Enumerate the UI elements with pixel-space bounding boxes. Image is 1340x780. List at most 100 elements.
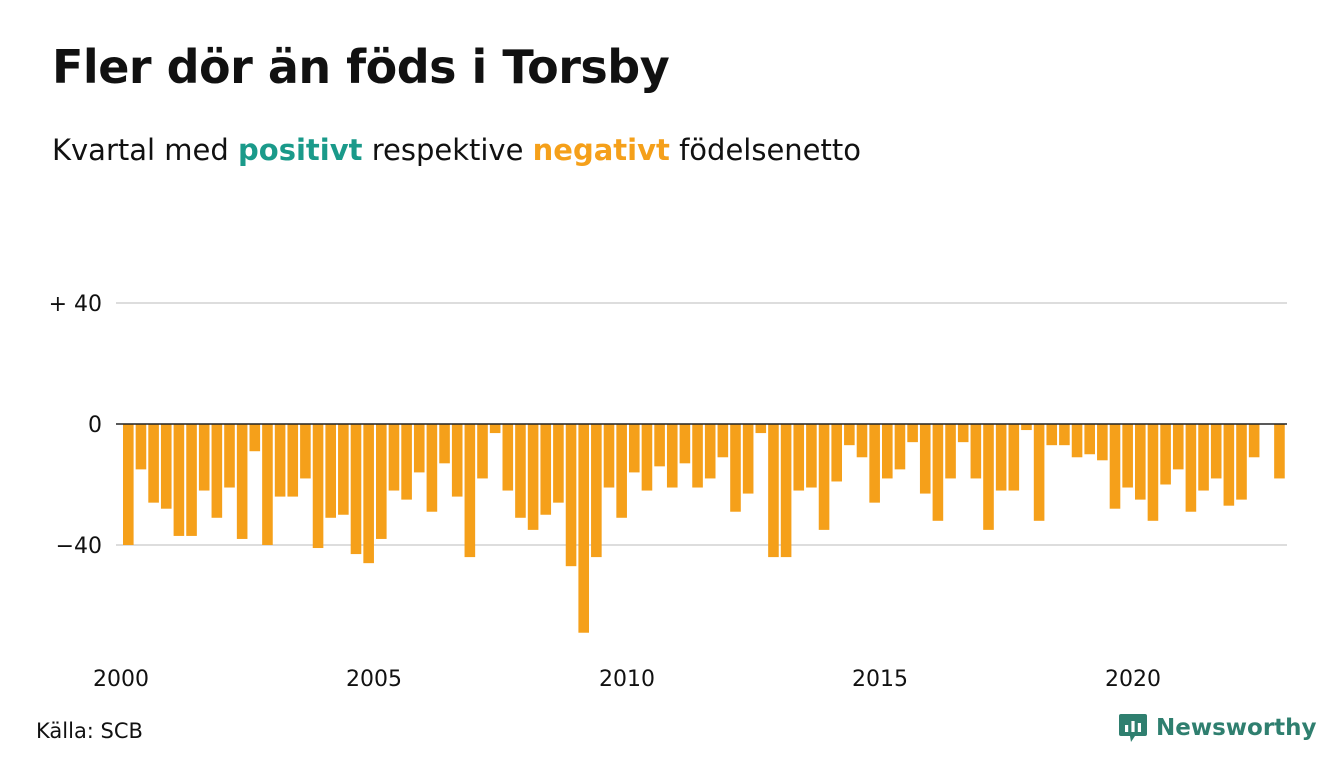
bar bbox=[502, 424, 514, 491]
bar bbox=[1122, 424, 1133, 488]
bar bbox=[1084, 424, 1095, 455]
bar bbox=[717, 424, 729, 458]
bar bbox=[211, 424, 223, 518]
bar bbox=[666, 424, 678, 488]
bar bbox=[780, 424, 792, 558]
bar bbox=[768, 424, 779, 558]
bar bbox=[1223, 424, 1235, 506]
bar bbox=[262, 424, 273, 545]
bar bbox=[679, 424, 691, 464]
bar bbox=[970, 424, 982, 479]
brand-name: Newsworthy bbox=[1156, 715, 1317, 741]
bar bbox=[515, 424, 526, 518]
y-tick-label: + 40 bbox=[49, 292, 102, 317]
bar bbox=[249, 424, 261, 452]
bar bbox=[388, 424, 400, 491]
bar bbox=[1059, 424, 1070, 446]
bar bbox=[300, 424, 311, 479]
bar bbox=[856, 424, 868, 458]
y-tick-label: −40 bbox=[56, 534, 102, 559]
subtitle-text-start: Kvartal med bbox=[52, 133, 239, 167]
bar bbox=[1198, 424, 1209, 491]
bar bbox=[363, 424, 374, 564]
bar bbox=[654, 424, 665, 467]
bar bbox=[401, 424, 412, 500]
bar bbox=[1046, 424, 1058, 446]
bar bbox=[894, 424, 906, 470]
bar bbox=[806, 424, 817, 488]
bar bbox=[325, 424, 336, 518]
bar bbox=[350, 424, 362, 555]
bar bbox=[426, 424, 438, 512]
subtitle-negative-word: negativt bbox=[532, 133, 670, 167]
bar bbox=[755, 424, 767, 434]
bar bbox=[1185, 424, 1197, 512]
bar bbox=[1147, 424, 1159, 521]
bar bbox=[1021, 424, 1032, 431]
bar bbox=[540, 424, 552, 515]
bar-chart: + 40 0 −40 2000 2005 2010 2015 2020 bbox=[49, 292, 1287, 692]
bar bbox=[704, 424, 716, 479]
x-tick-label: 2005 bbox=[346, 667, 402, 692]
bar bbox=[527, 424, 539, 530]
bar bbox=[565, 424, 577, 567]
bar bbox=[869, 424, 880, 503]
x-tick-label: 2020 bbox=[1105, 667, 1161, 692]
bar bbox=[1248, 424, 1260, 458]
bar bbox=[236, 424, 248, 539]
bar bbox=[603, 424, 615, 488]
bar bbox=[957, 424, 969, 443]
bar bbox=[983, 424, 994, 530]
bar bbox=[641, 424, 653, 491]
subtitle-positive-word: positivt bbox=[238, 133, 363, 167]
bar bbox=[919, 424, 931, 494]
bar bbox=[160, 424, 172, 509]
bar bbox=[578, 424, 589, 633]
bar bbox=[793, 424, 805, 491]
bar bbox=[1071, 424, 1083, 458]
bar bbox=[907, 424, 918, 443]
x-tick-label: 2010 bbox=[599, 667, 655, 692]
bar bbox=[489, 424, 501, 434]
bar bbox=[1033, 424, 1045, 521]
bar bbox=[1210, 424, 1222, 479]
bar bbox=[186, 424, 197, 536]
chart-subtitle: Kvartal med positivt respektive negativt… bbox=[52, 133, 861, 167]
bar bbox=[274, 424, 286, 497]
source-note: Källa: SCB bbox=[36, 719, 143, 743]
bar bbox=[995, 424, 1007, 491]
bar bbox=[173, 424, 185, 536]
bar bbox=[1160, 424, 1171, 485]
bar bbox=[945, 424, 956, 479]
bar bbox=[451, 424, 463, 497]
x-tick-label: 2015 bbox=[852, 667, 908, 692]
newsworthy-icon bbox=[1119, 714, 1147, 742]
bar bbox=[831, 424, 842, 482]
bar bbox=[844, 424, 855, 446]
bar bbox=[616, 424, 627, 518]
bar bbox=[629, 424, 640, 473]
bar bbox=[1172, 424, 1184, 470]
brand-logo: Newsworthy bbox=[1118, 712, 1317, 744]
chart-title: Fler dör än föds i Torsby bbox=[52, 40, 670, 94]
bar bbox=[312, 424, 324, 549]
bar bbox=[591, 424, 602, 558]
bar bbox=[1135, 424, 1146, 500]
y-tick-label: 0 bbox=[88, 413, 102, 438]
bar bbox=[742, 424, 754, 494]
bar bbox=[692, 424, 703, 488]
bar bbox=[882, 424, 893, 479]
bar bbox=[338, 424, 349, 515]
bar bbox=[1274, 424, 1285, 479]
bar bbox=[730, 424, 741, 512]
bar bbox=[553, 424, 564, 503]
subtitle-text-end: födelsenetto bbox=[669, 133, 861, 167]
bar bbox=[123, 424, 134, 545]
subtitle-text-middle: respektive bbox=[362, 133, 533, 167]
bar bbox=[1236, 424, 1247, 500]
bar bbox=[376, 424, 387, 539]
bar bbox=[1008, 424, 1020, 491]
bar bbox=[1109, 424, 1121, 509]
x-tick-label: 2000 bbox=[93, 667, 149, 692]
bar bbox=[287, 424, 299, 497]
